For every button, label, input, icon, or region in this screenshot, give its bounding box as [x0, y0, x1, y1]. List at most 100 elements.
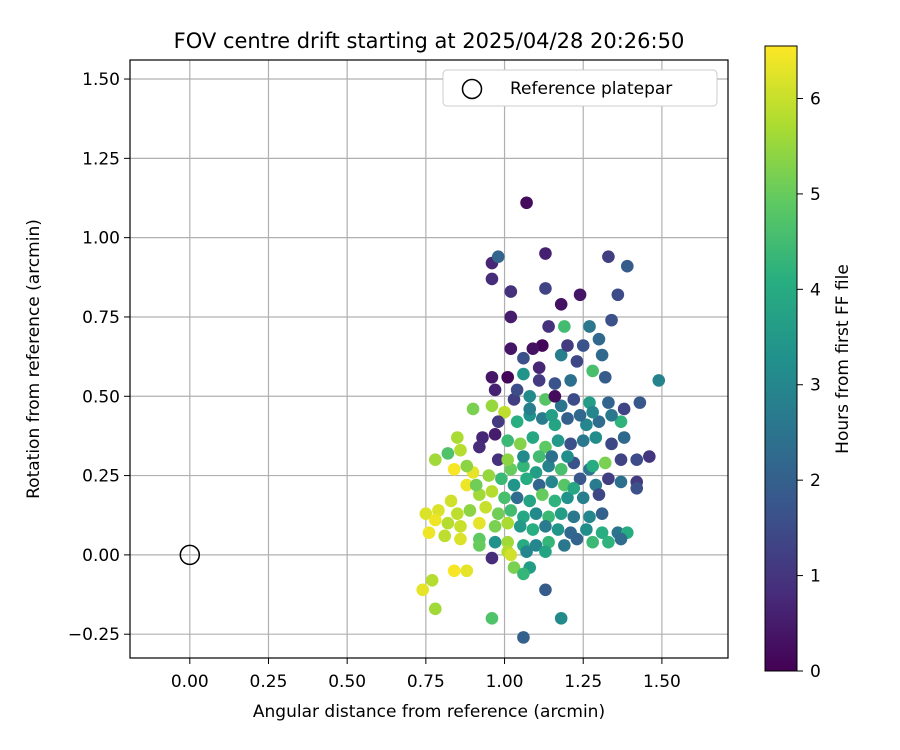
- data-point: [532, 450, 546, 463]
- data-point: [491, 250, 505, 263]
- data-point: [460, 564, 474, 578]
- data-point: [495, 472, 508, 486]
- data-point: [517, 450, 530, 463]
- data-point: [605, 313, 618, 327]
- data-point: [501, 434, 514, 447]
- data-point: [554, 612, 568, 625]
- data-point: [602, 472, 615, 486]
- data-point: [416, 583, 430, 597]
- data-point: [576, 339, 590, 352]
- data-point: [438, 529, 452, 543]
- data-point: [526, 523, 540, 536]
- data-point: [526, 431, 540, 444]
- grid-lines: [130, 60, 728, 658]
- data-point: [507, 478, 521, 492]
- data-point: [517, 351, 530, 365]
- data-point: [517, 510, 530, 524]
- data-point: [561, 491, 574, 505]
- data-point: [444, 494, 458, 508]
- data-point: [554, 462, 568, 476]
- data-point: [454, 520, 467, 533]
- data-point: [441, 447, 455, 460]
- legend-open-circle-marker: [461, 78, 483, 100]
- data-point: [504, 285, 518, 298]
- legend-label: Reference platepar: [510, 79, 672, 99]
- data-point: [595, 348, 609, 362]
- colorbar-label: Hours from first FF file: [833, 264, 853, 454]
- data-point: [498, 491, 511, 505]
- data-point: [529, 466, 543, 479]
- data-point: [570, 532, 584, 546]
- colorbar-tick-label: 5: [810, 185, 821, 205]
- data-point: [564, 437, 577, 451]
- data-point: [573, 288, 587, 302]
- data-point: [517, 459, 530, 473]
- data-point: [510, 415, 524, 428]
- data-point: [548, 389, 562, 403]
- data-point: [517, 367, 530, 381]
- data-point: [451, 431, 464, 444]
- data-point: [422, 526, 436, 539]
- data-point: [539, 247, 552, 260]
- data-point: [504, 310, 518, 324]
- data-points: [416, 196, 666, 644]
- data-point: [602, 250, 615, 263]
- data-point: [504, 342, 518, 355]
- data-point: [447, 564, 461, 578]
- x-tick-label: 1.25: [564, 672, 602, 692]
- data-point: [469, 478, 483, 492]
- data-point: [485, 612, 499, 625]
- data-point: [592, 415, 606, 428]
- y-tick-label: 1.00: [82, 229, 120, 249]
- x-tick-label: 1.00: [486, 672, 524, 692]
- data-point: [425, 573, 439, 587]
- colorbar-ticks: 0 1 2 3 4 5 6: [797, 89, 821, 682]
- data-point: [532, 361, 546, 375]
- data-point: [485, 370, 499, 384]
- data-point: [513, 437, 527, 451]
- data-point: [633, 396, 647, 409]
- legend: Reference platepar: [442, 69, 718, 107]
- data-point: [539, 583, 552, 597]
- data-point: [551, 523, 565, 536]
- data-point: [485, 272, 499, 286]
- data-point: [539, 282, 552, 295]
- data-point: [542, 320, 555, 333]
- data-point: [532, 374, 546, 387]
- data-point: [539, 520, 552, 533]
- data-point: [595, 526, 609, 539]
- data-point: [504, 504, 518, 517]
- y-tick-label: 1.50: [82, 70, 120, 90]
- colorbar-tick-label: 6: [810, 89, 821, 109]
- data-point: [586, 364, 599, 378]
- data-point: [460, 459, 474, 473]
- data-point: [554, 507, 568, 520]
- data-point: [592, 488, 606, 501]
- data-point: [447, 462, 461, 476]
- data-point: [510, 491, 524, 505]
- data-point: [561, 412, 574, 425]
- data-point: [419, 507, 433, 520]
- data-point: [558, 320, 571, 333]
- y-tick-label: 0.25: [82, 467, 120, 487]
- data-point: [542, 459, 555, 473]
- x-tick-label: 0.50: [328, 672, 366, 692]
- data-point: [507, 561, 521, 574]
- data-point: [567, 393, 581, 406]
- data-point: [473, 516, 486, 530]
- data-point: [517, 567, 530, 581]
- x-tick-label: 0.00: [171, 672, 209, 692]
- data-point: [583, 396, 596, 409]
- data-point: [576, 491, 590, 505]
- data-point: [548, 418, 562, 432]
- x-axis-ticks: 0.00 0.25 0.50 0.75 1.00 1.25 1.50: [171, 658, 681, 692]
- data-point: [567, 481, 581, 495]
- data-point: [460, 478, 474, 492]
- x-axis-label: Angular distance from reference (arcmin): [253, 702, 605, 722]
- data-point: [652, 374, 666, 387]
- data-point: [605, 437, 618, 451]
- data-point: [580, 418, 593, 432]
- data-point: [507, 393, 521, 406]
- y-tick-label: −0.25: [68, 625, 120, 645]
- data-point: [605, 409, 618, 422]
